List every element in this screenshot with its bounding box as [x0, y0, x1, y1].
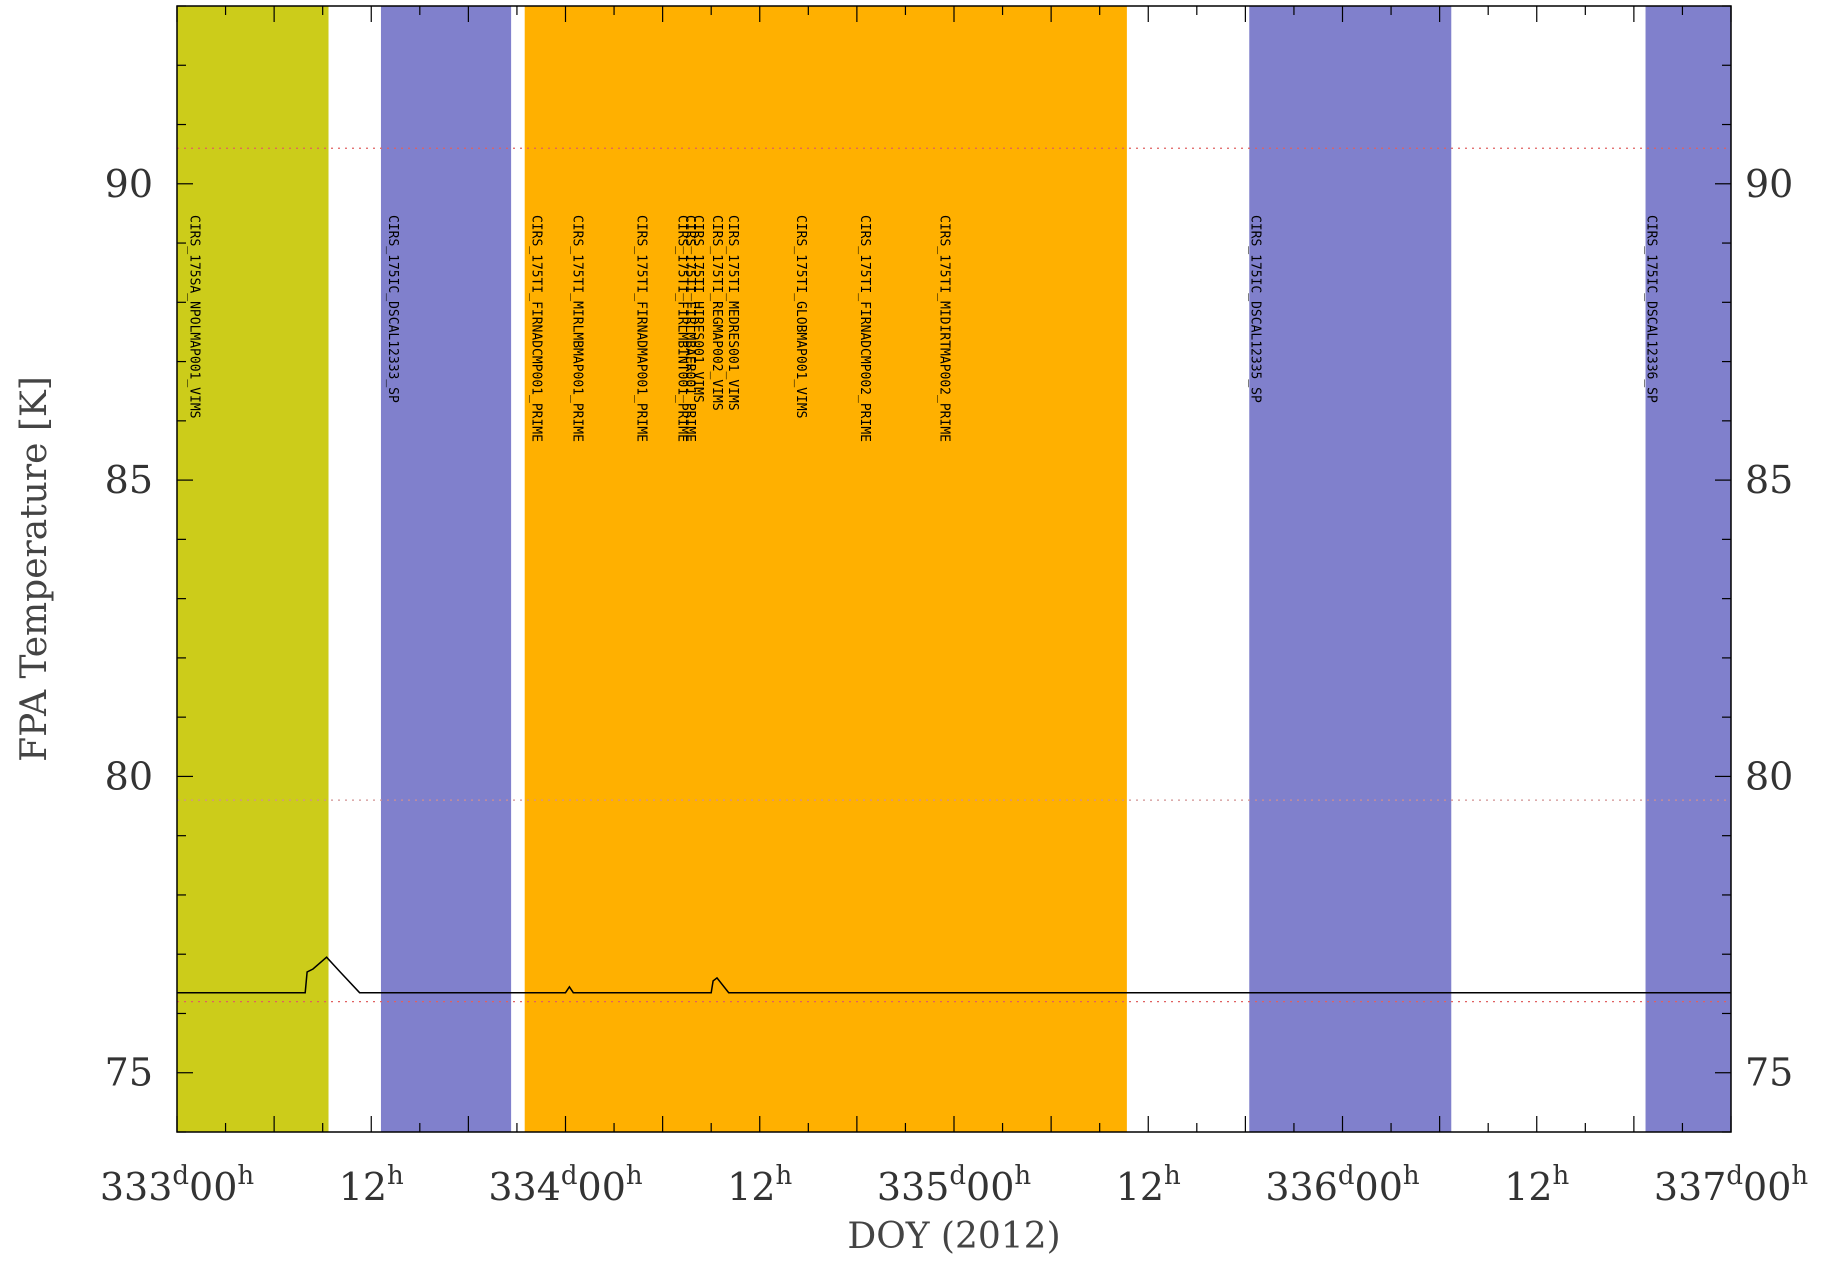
y-tick-label-left-3: 90: [105, 162, 153, 206]
y-tick-label-right-3: 90: [1745, 162, 1793, 206]
observation-label-13: CIRS_175IC_DSCAL12335_SP: [1247, 215, 1262, 403]
y-axis-ticks: 75 75 80 80 85 85 90 90: [105, 5, 1793, 1133]
band-0: [177, 6, 329, 1132]
y-tick-label-left-1: 80: [105, 754, 153, 798]
x-tick-label-2: 334d00h: [488, 1161, 643, 1209]
observation-label-12: CIRS_175TI_MIDIRTMAP002_PRIME: [937, 215, 952, 442]
y-tick-label-right-1: 80: [1745, 754, 1793, 798]
observation-label-14: CIRS_175IC_DSCAL12336_SP: [1644, 215, 1659, 403]
data-series: [177, 956, 1731, 994]
observation-label-11: CIRS_175TI_FIRNADCMP002_PRIME: [857, 215, 872, 442]
observation-label-4: CIRS_175TI_FIRNADMAP001_PRIME: [633, 215, 648, 442]
x-tick-label-6: 336d00h: [1265, 1161, 1420, 1209]
observation-label-0: CIRS_175SA_NPOLMAP001_VIMS: [187, 215, 202, 419]
x-tick-label-5: 12h: [1116, 1161, 1181, 1209]
band-2: [524, 6, 1127, 1132]
x-tick-label-0: 333d00h: [100, 1161, 255, 1209]
y-axis-title: FPA Temperature [K]: [14, 376, 55, 762]
observation-label-7: CIRS_175TI_HIRES001_VIMS: [690, 215, 705, 403]
x-tick-label-4: 335d00h: [877, 1161, 1032, 1209]
observation-label-1: CIRS_175IC_DSCAL12333_SP: [385, 215, 400, 403]
x-tick-label-1: 12h: [339, 1161, 404, 1209]
observation-label-2: CIRS_175TI_FIRNADCMP001_PRIME: [529, 215, 544, 442]
observation-label-5: CIRS_175TI_FIRLMBINT001_PRIME: [674, 215, 689, 442]
observation-labels: CIRS_175SA_NPOLMAP001_VIMS CIRS_175IC_DSC…: [187, 215, 1659, 442]
y-tick-label-right-0: 75: [1745, 1051, 1793, 1095]
observation-label-10: CIRS_175TI_GLOBMAP001_VIMS: [793, 215, 808, 419]
observation-label-3: CIRS_175TI_MIRLMBMAP001_PRIME: [569, 215, 584, 442]
observation-label-6: CIRS_175TI_FIRLMBAER001_PRIME: [682, 215, 697, 442]
series-line-0: [177, 956, 1731, 994]
reference-lines: [177, 147, 1731, 1003]
x-axis-title: DOY (2012): [847, 1216, 1060, 1257]
x-tick-label-8: 337d00h: [1654, 1161, 1809, 1209]
observation-label-8: CIRS_175TI_REGMAP002_VIMS: [709, 215, 724, 411]
band-4: [1645, 6, 1731, 1132]
x-tick-label-3: 12h: [727, 1161, 792, 1209]
observation-label-9: CIRS_175TI_MEDRES001_VIMS: [725, 215, 740, 411]
band-3: [1249, 6, 1452, 1132]
observation-bands: [177, 6, 1731, 1132]
band-1: [380, 6, 512, 1132]
y-tick-label-left-2: 85: [105, 458, 153, 502]
x-axis-ticks: 333d00h 12h 334d00h 12h 335d00h 12h 336d00h 12h…: [100, 6, 1809, 1209]
x-tick-label-7: 12h: [1504, 1161, 1569, 1209]
y-tick-label-right-2: 85: [1745, 458, 1793, 502]
y-tick-label-left-0: 75: [105, 1051, 153, 1095]
